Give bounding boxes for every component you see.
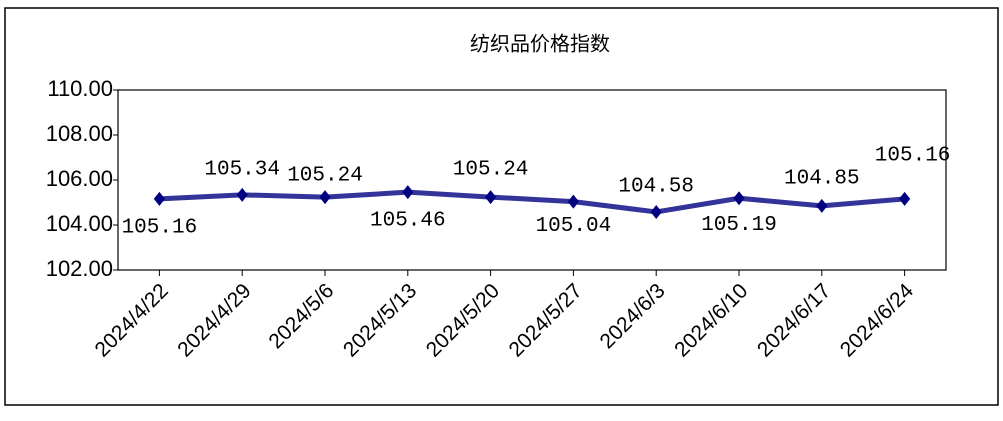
marker (153, 191, 165, 206)
marker (402, 185, 414, 200)
marker (319, 190, 331, 205)
series-line (159, 189, 905, 215)
data-label: 105.16 (122, 216, 198, 239)
marker (816, 198, 828, 213)
plot-area (117, 89, 947, 271)
y-tick-label: 102.00 (46, 256, 113, 281)
data-label: 104.58 (618, 175, 694, 198)
data-label: 105.34 (204, 158, 280, 181)
marker (650, 204, 662, 219)
y-tick-label: 110.00 (47, 76, 113, 101)
marker (485, 190, 497, 205)
y-tick-label: 108.00 (46, 121, 113, 146)
data-label: 105.16 (875, 144, 951, 167)
y-tick-label: 106.00 (46, 166, 113, 191)
data-label: 105.04 (536, 215, 612, 238)
data-label: 105.24 (453, 159, 529, 182)
marker (733, 191, 745, 206)
chart-title: 纺织品价格指数 (470, 32, 610, 56)
y-tick-label: 104.00 (46, 211, 113, 236)
marker (567, 194, 579, 209)
data-label: 105.24 (287, 165, 363, 188)
data-label: 105.46 (370, 210, 446, 233)
marker (899, 191, 911, 206)
marker (236, 187, 248, 202)
data-label: 104.85 (784, 167, 860, 190)
data-label: 105.19 (701, 214, 777, 237)
